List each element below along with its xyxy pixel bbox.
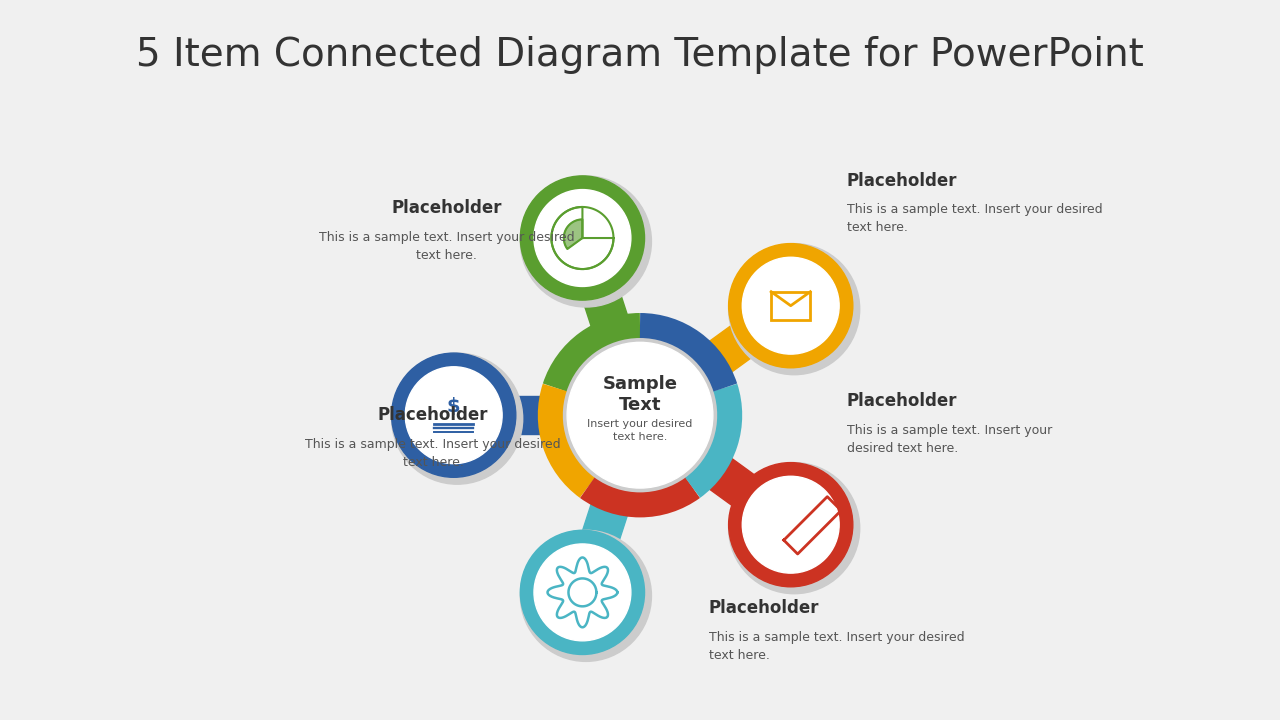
Circle shape [728,463,860,594]
Circle shape [728,243,860,374]
Text: Insert your desired
text here.: Insert your desired text here. [588,418,692,441]
Circle shape [392,353,522,485]
Bar [771,292,810,320]
Circle shape [534,189,631,287]
Text: This is a sample text. Insert your
desired text here.: This is a sample text. Insert your desir… [847,424,1052,455]
Circle shape [742,257,840,354]
Text: Placeholder: Placeholder [847,171,957,189]
Text: 5 Item Connected Diagram Template for PowerPoint: 5 Item Connected Diagram Template for Po… [136,36,1144,73]
Polygon shape [581,282,635,350]
Text: $: $ [447,397,461,416]
Circle shape [557,333,730,505]
Text: Placeholder: Placeholder [709,599,819,617]
Circle shape [521,531,645,654]
Circle shape [406,366,502,464]
Text: Placeholder: Placeholder [378,406,488,424]
Circle shape [534,544,631,641]
Text: This is a sample text. Insert your desired
text here.: This is a sample text. Insert your desir… [709,631,965,662]
Circle shape [521,176,652,307]
Text: This is a sample text. Insert your desired
text here.: This is a sample text. Insert your desir… [305,438,561,469]
Circle shape [567,342,713,488]
Circle shape [521,531,652,662]
Text: Placeholder: Placeholder [392,199,502,217]
Text: This is a sample text. Insert your desired
text here.: This is a sample text. Insert your desir… [319,230,575,261]
Circle shape [521,176,645,300]
Circle shape [728,243,852,368]
Polygon shape [581,480,635,548]
Circle shape [742,476,840,573]
Text: Placeholder: Placeholder [847,392,957,410]
Text: This is a sample text. Insert your desired
text here.: This is a sample text. Insert your desir… [847,203,1102,234]
Circle shape [728,463,852,587]
Polygon shape [689,321,759,387]
Text: Sample
Text: Sample Text [603,375,677,414]
Polygon shape [507,396,566,434]
Polygon shape [689,444,759,509]
Circle shape [392,353,516,477]
Polygon shape [563,220,582,249]
